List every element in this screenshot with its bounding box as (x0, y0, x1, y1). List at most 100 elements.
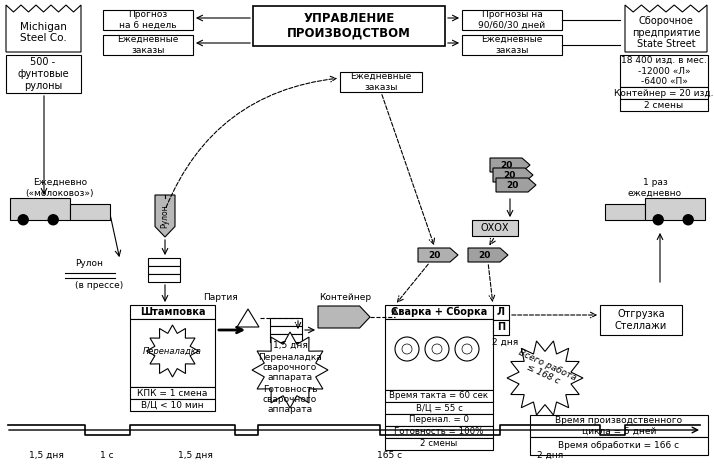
Polygon shape (146, 325, 198, 377)
Text: Контейнер: Контейнер (319, 293, 371, 302)
Text: УПРАВЛЕНИЕ
ПРОИЗВОДСТВОМ: УПРАВЛЕНИЕ ПРОИЗВОДСТВОМ (287, 12, 411, 40)
Circle shape (402, 344, 412, 354)
Bar (148, 258, 180, 266)
Bar (385, 390, 493, 402)
Circle shape (395, 337, 419, 361)
Text: Отгрузка
Стеллажи: Отгрузка Стеллажи (615, 309, 667, 331)
Text: Всего работа
≤ 168 с: Всего работа ≤ 168 с (513, 348, 578, 392)
Text: 1,5 дня: 1,5 дня (273, 341, 308, 349)
Polygon shape (155, 195, 175, 237)
Text: 165 с: 165 с (378, 450, 403, 460)
Bar (385, 402, 493, 414)
Text: 1 с: 1 с (100, 450, 114, 460)
Bar (10, 198, 70, 220)
Text: Ежедневные
заказы: Ежедневные заказы (117, 35, 178, 55)
Bar (385, 438, 493, 450)
Bar (270, 318, 302, 326)
Bar (6, 55, 81, 93)
Text: 2 смены: 2 смены (645, 100, 683, 109)
Bar (70, 204, 110, 220)
Bar (103, 10, 193, 30)
Circle shape (49, 215, 59, 225)
Bar (605, 204, 645, 220)
Text: Ежедневные
заказы: Ежедневные заказы (481, 35, 543, 55)
Text: 20: 20 (500, 161, 512, 170)
Text: 1 раз
ежедневно: 1 раз ежедневно (628, 179, 682, 198)
Bar (530, 415, 708, 437)
Text: Время производственного
цикла = 5 дней: Время производственного цикла = 5 дней (555, 416, 683, 436)
Bar (340, 72, 422, 92)
Text: Контейнер = 20 изд.: Контейнер = 20 изд. (614, 89, 714, 97)
Text: 1,5 дня: 1,5 дня (178, 450, 213, 460)
Text: 20: 20 (503, 171, 516, 179)
Text: Время такта = 60 сек: Время такта = 60 сек (389, 391, 488, 400)
Text: аппарата: аппарата (268, 406, 313, 414)
Text: Прогноз
на 6 недель: Прогноз на 6 недель (119, 10, 177, 30)
Bar (530, 437, 708, 455)
Text: Готовность = 100%: Готовность = 100% (394, 428, 483, 437)
Text: аппарата: аппарата (268, 374, 313, 382)
Bar (645, 198, 705, 220)
Text: В/Ц < 10 мин: В/Ц < 10 мин (141, 400, 203, 409)
Bar (493, 320, 509, 335)
Text: 1,5 дня: 1,5 дня (29, 450, 64, 460)
Circle shape (653, 215, 663, 225)
Polygon shape (237, 309, 259, 327)
Polygon shape (625, 5, 707, 52)
Text: 20: 20 (428, 251, 441, 260)
Text: Сборочное
предприятие
State Street: Сборочное предприятие State Street (632, 16, 700, 49)
Text: 18 400 изд. в мес.
-12000 «Л»
-6400 «П»: 18 400 изд. в мес. -12000 «Л» -6400 «П» (621, 56, 707, 86)
Polygon shape (418, 248, 458, 262)
Text: Ежедневно
(«молоковоз»): Ежедневно («молоковоз») (26, 179, 94, 198)
Circle shape (18, 215, 28, 225)
Bar (270, 334, 302, 342)
Text: 2 дня: 2 дня (537, 450, 563, 460)
Circle shape (425, 337, 449, 361)
Polygon shape (507, 341, 583, 415)
Circle shape (455, 337, 479, 361)
Bar (620, 87, 708, 99)
Bar (148, 274, 180, 282)
Text: сварочного: сварочного (263, 364, 317, 373)
Text: Сварка + Сборка: Сварка + Сборка (391, 307, 487, 317)
Polygon shape (493, 168, 533, 182)
Text: В/Ц = 55 с: В/Ц = 55 с (416, 404, 463, 413)
Bar (462, 35, 562, 55)
Bar (103, 35, 193, 55)
Bar (130, 387, 215, 399)
Text: КПК = 1 смена: КПК = 1 смена (137, 389, 208, 398)
Text: Рулон: Рулон (75, 260, 103, 268)
Bar (385, 414, 493, 426)
Bar (130, 399, 215, 411)
Bar (253, 6, 445, 46)
Bar (620, 55, 708, 87)
Text: Время обработки = 166 с: Время обработки = 166 с (558, 441, 680, 450)
Bar (130, 305, 215, 319)
Bar (472, 220, 518, 236)
Text: 2 смены: 2 смены (421, 439, 458, 448)
Polygon shape (6, 5, 81, 52)
Bar (385, 426, 493, 438)
Bar (620, 99, 708, 111)
Text: Michigan
Steel Co.: Michigan Steel Co. (20, 22, 67, 43)
Text: Партия: Партия (203, 293, 237, 302)
Text: Л: Л (497, 307, 505, 317)
Circle shape (462, 344, 472, 354)
Text: Прогнозы на
90/60/30 дней: Прогнозы на 90/60/30 дней (478, 10, 545, 30)
Polygon shape (318, 306, 370, 328)
Text: Переналадка: Переналадка (143, 347, 202, 356)
Text: Штамповка: Штамповка (140, 307, 205, 317)
Bar (600, 305, 682, 335)
Text: 500 -
фунтовые
рулоны: 500 - фунтовые рулоны (17, 57, 69, 90)
Text: (в прессе): (в прессе) (75, 282, 124, 291)
Text: Ежедневные
заказы: Ежедневные заказы (351, 73, 412, 92)
Text: 2 дня: 2 дня (492, 338, 518, 347)
Text: 20: 20 (478, 251, 491, 260)
Polygon shape (252, 332, 328, 408)
Text: П: П (497, 322, 505, 332)
Polygon shape (490, 158, 530, 172)
Bar (462, 10, 562, 30)
Text: ОХОХ: ОХОХ (481, 223, 509, 233)
Bar (385, 319, 493, 390)
Text: 20: 20 (506, 180, 518, 189)
